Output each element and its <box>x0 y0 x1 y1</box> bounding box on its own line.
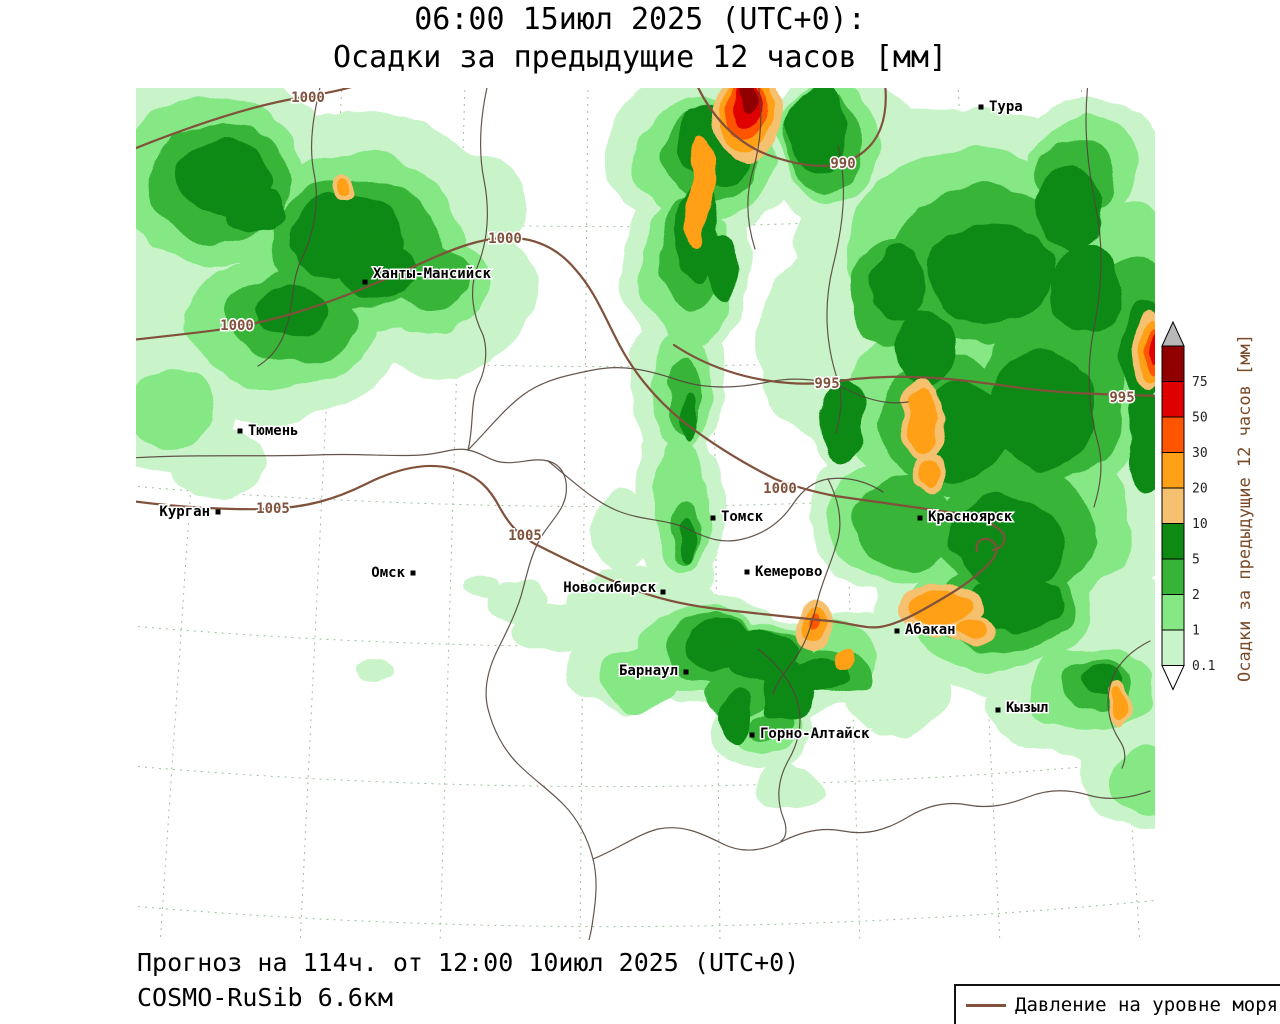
city-label: Тюмень <box>248 423 299 439</box>
colorbar-tick-label: 0.1 <box>1192 659 1215 674</box>
colorbar-tick-label: 50 <box>1192 411 1208 426</box>
city-label: Кызыл <box>1006 700 1048 716</box>
colorbar-tick-label: 30 <box>1192 446 1208 461</box>
colorbar-arrow-down <box>1162 666 1184 690</box>
colorbar-band <box>1162 417 1184 453</box>
isobar-value-label: 1005 <box>256 501 290 517</box>
colorbar-band <box>1162 559 1184 595</box>
forecast-info-line: Прогноз на 114ч. от 12:00 10июл 2025 (UT… <box>137 948 799 977</box>
title-datetime: 06:00 15июл 2025 (UTC+0): <box>0 2 1280 37</box>
city-marker <box>684 670 689 675</box>
colorbar-band <box>1162 595 1184 631</box>
isobar-value-label: 990 <box>830 156 855 172</box>
colorbar-band <box>1162 346 1184 382</box>
city-label: Кемерово <box>755 564 822 580</box>
city-marker <box>216 510 221 515</box>
isobar-value-label: 1000 <box>488 231 522 247</box>
colorbar-tick-label: 75 <box>1192 375 1208 390</box>
precipitation-colorbar: 75 50 30 20 10 5 2 1 0.1 <box>1161 320 1231 696</box>
city-marker <box>996 708 1001 713</box>
city-marker <box>238 429 243 434</box>
colorbar-tick-label: 10 <box>1192 517 1208 532</box>
colorbar-band <box>1162 630 1184 666</box>
city-label: Красноярск <box>928 509 1013 525</box>
pressure-legend-box: Давление на уровне моря <box>954 984 1280 1024</box>
colorbar-tick-label: 5 <box>1192 553 1200 568</box>
city-label: Томск <box>721 509 764 525</box>
city-label: Горно-Алтайск <box>760 726 870 742</box>
city-label: Тура <box>989 99 1023 115</box>
colorbar-tick-label: 1 <box>1192 624 1200 639</box>
city-marker <box>750 733 755 738</box>
city-marker <box>363 280 368 285</box>
colorbar-band <box>1162 524 1184 560</box>
isobar-value-label: 995 <box>1109 390 1134 406</box>
city-label: Курган <box>159 504 210 520</box>
city-marker <box>661 590 666 595</box>
isobar-value-label: 1000 <box>291 90 325 106</box>
colorbar-band <box>1162 382 1184 418</box>
map-canvas: 1000 990 1000 1000 995 995 1000 1005 1005 Тура Ха… <box>136 88 1155 940</box>
colorbar-axis-label: Осадки за предыдущие 12 часов [мм] <box>1235 334 1255 682</box>
city-marker <box>411 571 416 576</box>
city-label: Абакан <box>905 622 956 638</box>
model-info-line: COSMO-RuSib 6.6км <box>137 983 393 1012</box>
city-label: Новосибирск <box>563 580 656 596</box>
colorbar-band <box>1162 488 1184 524</box>
isobar-value-label: 1000 <box>763 481 797 497</box>
isobar-value-label: 995 <box>814 376 839 392</box>
colorbar-tick-label: 20 <box>1192 482 1208 497</box>
isobar-value-label: 1000 <box>220 318 254 334</box>
city-marker <box>745 570 750 575</box>
city-label: Омск <box>371 565 405 581</box>
city-marker <box>918 516 923 521</box>
city-marker <box>979 105 984 110</box>
city-label: Ханты-Мансийск <box>373 266 492 282</box>
colorbar-band <box>1162 453 1184 489</box>
isobar-value-label: 1005 <box>508 528 542 544</box>
weather-map: 1000 990 1000 1000 995 995 1000 1005 1005 Тура Ха… <box>136 88 1155 940</box>
pressure-legend-label: Давление на уровне моря <box>1015 994 1278 1016</box>
isobar-line-sample <box>966 1004 1006 1007</box>
title-variable: Осадки за предыдущие 12 часов [мм] <box>0 40 1280 75</box>
city-label: Барнаул <box>619 663 678 679</box>
colorbar-arrow-up <box>1162 322 1184 346</box>
city-marker <box>895 629 900 634</box>
city-marker <box>711 516 716 521</box>
colorbar-tick-label: 2 <box>1192 588 1200 603</box>
